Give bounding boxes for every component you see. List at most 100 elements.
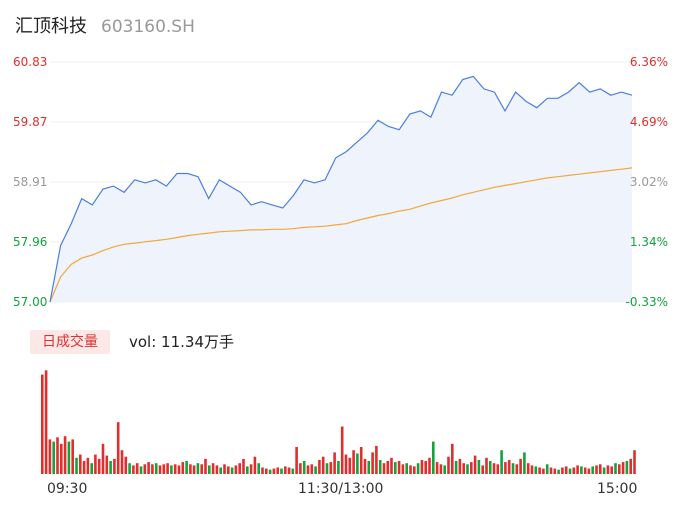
volume-bar	[549, 467, 553, 474]
volume-bar	[82, 461, 86, 474]
volume-bar	[208, 465, 211, 474]
price-tick-label: 60.83	[13, 55, 47, 69]
pct-tick-label: 1.34%	[630, 235, 668, 249]
volume-bar	[523, 452, 526, 474]
volume-bar	[561, 467, 564, 474]
volume-bar	[120, 450, 124, 474]
volume-bar	[500, 450, 503, 474]
volume-bar	[473, 455, 477, 474]
volume-tag[interactable]: 日成交量	[30, 330, 110, 354]
volume-bar	[545, 464, 549, 474]
volume-bar	[625, 461, 629, 474]
volume-bar	[580, 466, 583, 474]
volume-bar	[542, 468, 545, 474]
volume-bar	[113, 458, 116, 474]
volume-bar	[397, 461, 401, 474]
volume-bar	[420, 460, 424, 474]
volume-bar	[488, 461, 492, 474]
volume-bar	[356, 453, 359, 474]
volume-bar	[534, 466, 538, 474]
pct-tick-label: 4.69%	[630, 115, 668, 129]
volume-bar	[109, 461, 112, 474]
volume-bar	[405, 463, 408, 474]
volume-bar	[253, 456, 257, 474]
volume-bar	[340, 426, 344, 474]
stock-name: 汇顶科技	[15, 16, 87, 37]
volume-bar	[557, 469, 560, 474]
volume-bar	[192, 465, 196, 474]
volume-bar	[265, 468, 268, 474]
volume-bar	[492, 463, 496, 474]
volume-bar	[359, 447, 363, 474]
volume-bar	[428, 457, 431, 474]
volume-bar	[189, 464, 192, 474]
time-label-close: 15:00	[597, 481, 638, 497]
volume-bar	[424, 461, 427, 474]
volume-bar	[587, 468, 591, 474]
volume-bar	[621, 462, 625, 474]
volume-bar	[553, 468, 557, 474]
volume-bar	[257, 463, 260, 474]
price-area-fill	[50, 76, 632, 303]
volume-bar	[530, 465, 534, 474]
volume-bar	[329, 462, 333, 474]
volume-bar	[52, 441, 55, 474]
volume-bar	[321, 456, 325, 474]
volume-bar	[310, 464, 314, 474]
volume-bar	[166, 463, 169, 474]
volume-bar	[196, 463, 200, 474]
volume-bar	[185, 461, 188, 474]
price-tick-label: 59.87	[13, 115, 47, 129]
volume-bar	[504, 462, 507, 474]
volume-bar	[280, 468, 283, 474]
price-axis-labels: 60.83 59.87 58.91 57.96 57.00	[13, 55, 47, 309]
volume-bar	[470, 462, 473, 474]
volume-bar	[211, 463, 215, 474]
volume-bar	[568, 468, 572, 474]
volume-bar	[466, 464, 469, 474]
volume-bar	[401, 464, 405, 474]
volume-bar	[352, 450, 355, 474]
volume-bar	[246, 466, 249, 474]
pct-axis-labels: 6.36% 4.69% 3.02% 1.34% -0.33%	[626, 55, 668, 309]
volume-bar	[390, 457, 393, 474]
stock-code: 603160.SH	[101, 17, 195, 37]
volume-bar	[143, 464, 147, 474]
time-label-midday: 11:30/13:00	[298, 481, 384, 497]
volume-bar	[75, 457, 78, 474]
volume-bar	[451, 443, 454, 474]
volume-bar	[242, 458, 245, 474]
volume-bar	[394, 462, 397, 474]
volume-bar	[591, 466, 594, 474]
volume-bar	[116, 422, 120, 474]
volume-bar	[219, 467, 222, 474]
volume-bar	[572, 467, 576, 474]
volume-bar	[154, 463, 158, 474]
volume-bar	[416, 463, 420, 474]
volume-bar	[447, 456, 450, 474]
volume-bar	[610, 466, 613, 474]
price-tick-label: 57.96	[13, 235, 47, 249]
volume-bar	[41, 374, 44, 474]
volume-bars	[41, 370, 636, 474]
volume-bar	[56, 437, 59, 474]
volume-bar	[268, 469, 272, 474]
volume-bar	[181, 462, 185, 474]
volume-bar	[606, 465, 610, 474]
volume-bar	[128, 463, 131, 474]
price-tick-label: 58.91	[13, 175, 47, 189]
volume-bar	[173, 464, 177, 474]
volume-bar	[409, 465, 412, 474]
volume-bar	[90, 463, 93, 474]
volume-bar	[94, 454, 97, 474]
volume-bar	[151, 464, 154, 474]
volume-bar	[162, 464, 166, 474]
volume-bar	[576, 465, 579, 474]
volume-bar	[249, 464, 253, 474]
volume-bar	[299, 463, 302, 474]
volume-bar	[272, 468, 276, 474]
volume-bar	[170, 465, 173, 474]
pct-tick-label: -0.33%	[626, 295, 668, 309]
volume-bar	[618, 464, 621, 474]
